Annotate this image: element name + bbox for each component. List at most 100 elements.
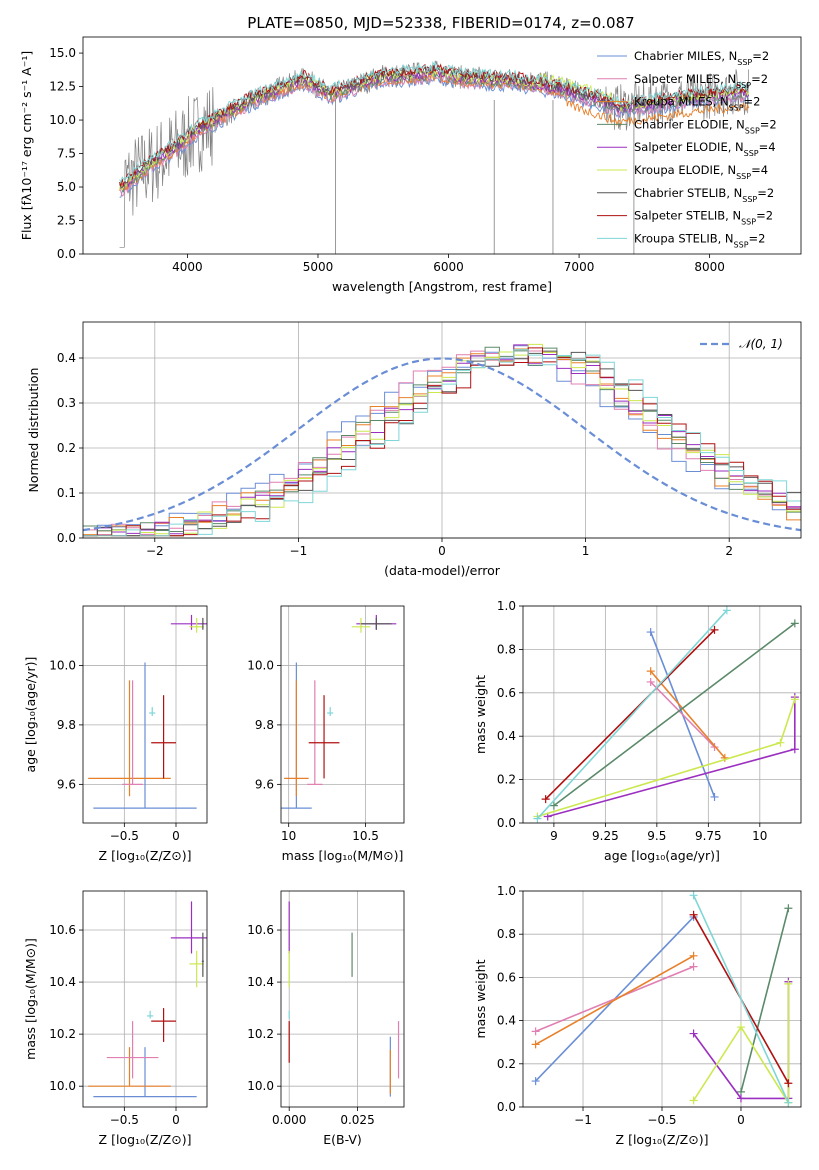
y-axis-label: age [log₁₀(age/yr)]: [23, 657, 38, 773]
error-bar-point: [106, 1021, 159, 1079]
mass_vs_ebv-marks: [288, 901, 400, 1097]
legend-subscript: SSP: [736, 80, 751, 89]
error-bar-point: [147, 1010, 154, 1019]
error-bar-point: [151, 1008, 176, 1042]
weight-marker: [784, 1079, 793, 1088]
y-tick-label: 0.0: [497, 816, 516, 830]
y-tick-label: 0.2: [497, 1057, 516, 1071]
age_vs_Z-axes: −0.5 0 9.6 9.8 10.0 Z [log₁₀(Z/Z⊙)] age [log₁₀…: [23, 605, 208, 863]
massweight_vs_age-frame: [522, 605, 802, 824]
x-axis-label: mass [log₁₀(M/M⊙)]: [282, 848, 404, 863]
y-axis-label: Flux [fλ10⁻¹⁷ erg cm⁻² s⁻¹ A⁻¹]: [19, 51, 34, 240]
weight-marker: [689, 1029, 698, 1038]
x-axis-label: Z [log₁₀(Z/Z⊙)]: [99, 848, 192, 863]
y-tick-label: 0.1: [57, 486, 76, 500]
weight-marker: [689, 910, 698, 919]
legend-suffix: =2: [757, 186, 774, 200]
weight-series-line: [535, 965, 694, 1033]
weight-series-line: [650, 670, 726, 759]
x-tick-label: −1: [574, 1113, 592, 1127]
mass_vs_ebv-frame: [280, 890, 405, 1108]
x-tick-label: 6000: [433, 260, 464, 274]
y-tick-label: 0.8: [497, 927, 516, 941]
y-axis-label: mass weight: [473, 675, 488, 754]
legend-label: Salpeter ELODIE, NSSP=4: [634, 140, 776, 158]
weight-series-line: [692, 894, 790, 1104]
error-bar-point: [327, 707, 334, 716]
y-tick-label: 0.0: [497, 1100, 516, 1114]
y-tick-label: 0.2: [57, 441, 76, 455]
legend-label: Chabrier STELIB, NSSP=2: [634, 186, 774, 204]
weight-series-line: [545, 629, 716, 800]
x-tick-label: 1: [582, 544, 590, 558]
x-tick-label: 0.000: [272, 1113, 306, 1127]
y-tick-label: 0.0: [57, 531, 76, 545]
weight-marker: [531, 1027, 540, 1036]
y-tick-label: 0.6: [497, 686, 516, 700]
x-tick-label: 9: [550, 829, 558, 843]
weight-marker: [784, 1098, 793, 1107]
legend-subscript: SSP: [729, 103, 744, 112]
weight-marker: [790, 619, 799, 628]
error-bar-point: [351, 617, 371, 633]
error-bar-point: [360, 617, 392, 630]
x-axis-label: age [log₁₀(age/yr)]: [604, 848, 720, 863]
x-tick-label: 5000: [303, 260, 334, 274]
x-tick-label: 10: [752, 829, 767, 843]
y-tick-label: 9.6: [255, 777, 274, 791]
x-tick-label: 0: [172, 1113, 180, 1127]
weight-marker: [531, 1040, 540, 1049]
weight-marker: [790, 695, 799, 704]
weight-marker: [549, 801, 558, 810]
weight-series-line: [535, 955, 694, 1046]
weight-marker: [710, 792, 719, 801]
y-tick-label: 10.4: [247, 975, 274, 989]
legend-suffix: =4: [759, 140, 776, 154]
legend-subscript: SSP: [737, 58, 752, 67]
x-tick-label: 9.5: [647, 829, 666, 843]
x-tick-label: 9.75: [695, 829, 722, 843]
y-axis-label: mass [log₁₀(M/M⊙)]: [23, 938, 38, 1060]
x-tick-label: −0.5: [110, 1113, 139, 1127]
legend-suffix: =2: [749, 231, 766, 245]
weight-series-line: [650, 681, 716, 748]
weight-marker: [784, 979, 793, 988]
mass_vs_Z-frame: [82, 890, 208, 1108]
massweight_vs_Z-axes: −1 −0.5 0 0.0 0.2 0.4 0.6 0.8 1.0 Z [log₁₀(Z/Z⊙)]…: [473, 884, 802, 1147]
legend-suffix: =4: [751, 163, 768, 177]
x-tick-label: 10.5: [352, 829, 379, 843]
y-tick-label: 0.4: [497, 729, 516, 743]
error-bar-point: [201, 617, 204, 630]
weight-marker: [541, 795, 550, 804]
y-tick-label: 0.2: [497, 773, 516, 787]
spectrum-frame: [82, 36, 802, 255]
x-tick-label: 0: [438, 544, 446, 558]
mass_vs_Z-axes: −0.5 0 10.0 10.2 10.4 10.6 Z [log₁₀(Z/Z⊙)] mass…: [23, 890, 208, 1147]
weight-marker: [646, 667, 655, 676]
y-tick-label: 10.2: [49, 1027, 76, 1041]
legend-label: Kroupa ELODIE, NSSP=4: [634, 163, 768, 181]
error-bar-point: [284, 680, 309, 797]
figure-title: PLATE=0850, MJD=52338, FIBERID=0174, z=0…: [247, 14, 634, 32]
model-spectrum-line: [119, 65, 750, 189]
weight-series-line: [536, 609, 728, 820]
weight-marker: [784, 904, 793, 913]
x-tick-label: 0: [172, 829, 180, 843]
error-bar-point: [93, 662, 197, 809]
x-tick-label: −0.5: [110, 829, 139, 843]
model-spectrum-line: [119, 71, 750, 191]
massweight_vs_age-marks: [533, 606, 799, 823]
legend-label: 𝒩(0, 1): [739, 337, 783, 351]
age_vs_mass-frame: [280, 605, 405, 824]
age_vs_mass-axes: 10 10.5 9.6 9.8 10.0 mass [log₁₀(M/M⊙)]: [247, 605, 405, 863]
legend-label: Salpeter STELIB, NSSP=2: [634, 209, 773, 227]
weight-marker: [533, 814, 542, 823]
legend-suffix: =2: [751, 72, 768, 86]
legend-suffix: =2: [752, 49, 769, 63]
weight-series-line: [537, 699, 796, 818]
mass_vs_ebv-axes: 0.000 0.025 10.0 10.2 10.4 10.6 E(B-V): [247, 890, 405, 1147]
model-spectrum-line: [119, 61, 750, 184]
y-tick-label: 0.4: [497, 1014, 516, 1028]
x-tick-label: −2: [146, 544, 164, 558]
y-tick-label: 12.5: [49, 80, 76, 94]
